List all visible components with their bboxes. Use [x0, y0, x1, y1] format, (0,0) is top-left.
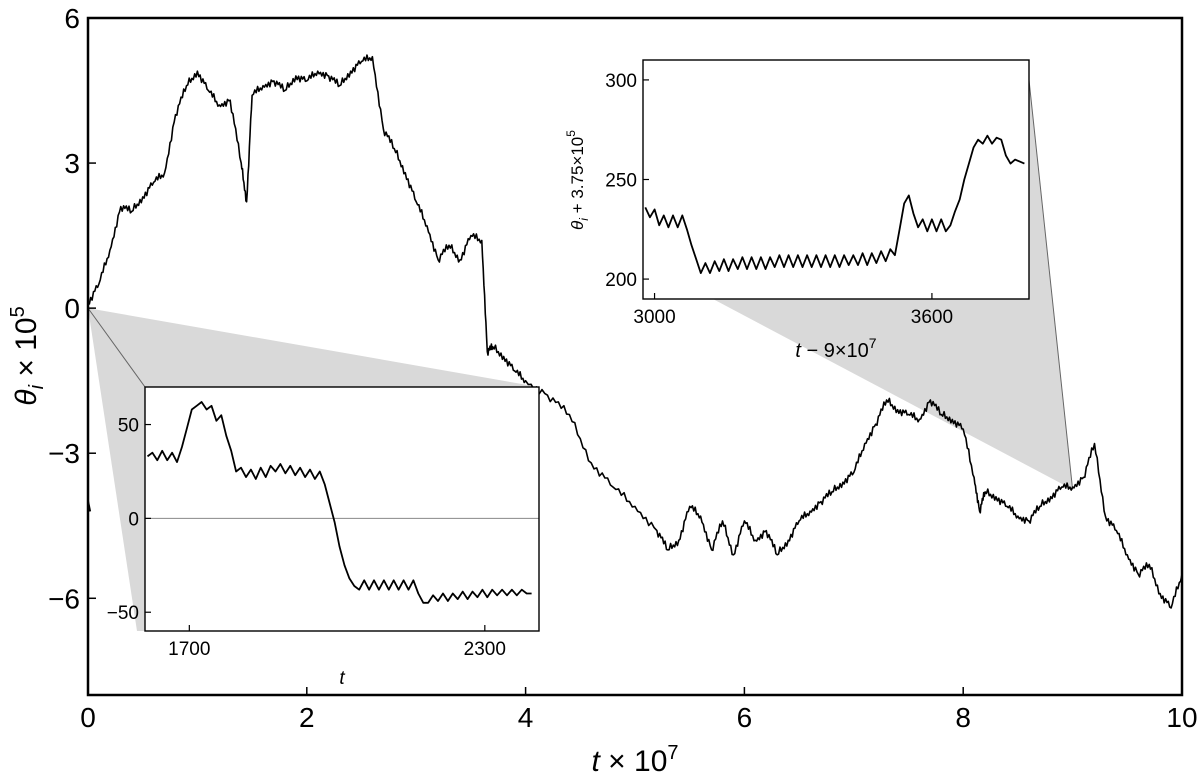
- inset-right-x-tick-label: 3000: [633, 307, 675, 328]
- main-ylabel-exp: 5: [7, 306, 29, 317]
- inset-left-y-ticks: 50 0 −50: [107, 416, 151, 624]
- inset-left-zoom-edge: [87, 307, 146, 388]
- main-x-tick-label: 4: [518, 702, 534, 733]
- main-y-tick-label: −3: [48, 438, 80, 469]
- ir-xlabel-exp: 7: [869, 335, 877, 351]
- inset-left-background: [145, 387, 539, 631]
- inset-left-x-axis-title: t: [339, 668, 345, 689]
- main-ylabel-var: θ: [10, 389, 43, 406]
- inset-left-x-ticks: 1700 2300: [168, 625, 506, 660]
- main-y-ticks: 6 3 0 −3 −6: [48, 3, 96, 614]
- main-y-tick-label: 3: [64, 148, 80, 179]
- inset-right-y-ticks: 300 250 200: [605, 71, 649, 291]
- inset-right-frame: [642, 59, 1030, 300]
- inset-right-zoom-edge: [1028, 79, 1074, 490]
- ir-ylabel-sub: i: [577, 218, 591, 221]
- main-x-ticks: 0 2 4 6 8 10: [80, 687, 1198, 733]
- inset-left-series-line: [146, 401, 532, 604]
- inset-right-y-axis-title: θi + 3.75×105: [564, 130, 591, 230]
- main-x-tick-label: 10: [1166, 702, 1197, 733]
- inset-right-y-tick-label: 300: [605, 71, 637, 92]
- main-xlabel-rest: × 10: [600, 745, 668, 778]
- inset-left-frame: [144, 386, 540, 632]
- main-x-tick-label: 0: [80, 702, 96, 733]
- main-x-tick-label: 2: [299, 702, 315, 733]
- inset-left-y-tick-label: 0: [128, 509, 139, 530]
- inset-left-zoom-cone: [88, 308, 539, 631]
- inset-right-x-tick-label: 3600: [911, 307, 953, 328]
- inset-left-plot: 1700 2300 50 0 −50 t: [107, 386, 540, 689]
- main-x-tick-label: 6: [737, 702, 753, 733]
- inset-left-x-tick-label: 2300: [464, 639, 506, 660]
- main-series-line: [87, 54, 1183, 609]
- inset-right-background: [643, 60, 1029, 299]
- inset-left-y-tick-label: −50: [107, 603, 139, 624]
- main-x-axis-title: t × 107: [591, 742, 678, 778]
- main-y-axis-title: θi × 105: [7, 306, 48, 405]
- ir-xlabel-rest: − 9×10: [801, 340, 869, 362]
- main-plot: 0 2 4 6 8 10 630−3−6 t × 107 θi × 105: [7, 3, 1198, 778]
- main-xlabel-exp: 7: [667, 742, 678, 764]
- main-xlabel-var: t: [591, 745, 601, 778]
- main-point-marker: [87, 501, 92, 512]
- inset-left-y-tick-label: 50: [118, 416, 139, 437]
- inset-left-x-tick-label: 1700: [168, 639, 210, 660]
- ir-ylabel-rest: + 3.75×10: [568, 137, 587, 218]
- main-y-tick-label: 0: [64, 293, 80, 324]
- inset-right-zoom-cone: [713, 80, 1073, 490]
- ir-xlabel-var: t: [795, 340, 802, 362]
- inset-right-x-axis-title: t − 9×107: [795, 335, 876, 362]
- main-y-tick-label: −6: [48, 583, 80, 614]
- inset-right-y-tick-label: 200: [605, 270, 637, 291]
- main-ylabel-sub: i: [26, 384, 48, 389]
- main-y-tick-label: 6: [64, 3, 80, 34]
- ir-ylabel-var: θ: [568, 220, 587, 230]
- main-plot-frame: [86, 16, 1184, 697]
- inset-right-x-ticks: 3000 3600: [633, 293, 953, 328]
- ir-ylabel-exp: 5: [564, 130, 578, 137]
- main-x-tick-label: 8: [955, 702, 971, 733]
- inset-right-y-tick-label: 250: [605, 171, 637, 192]
- inset-right-series-line: [644, 134, 1025, 274]
- inset-right-plot: 3000 3600 300 250 200 t − 9×107 θi + 3.75×1…: [564, 59, 1030, 362]
- main-ylabel-rest: × 10: [10, 317, 43, 385]
